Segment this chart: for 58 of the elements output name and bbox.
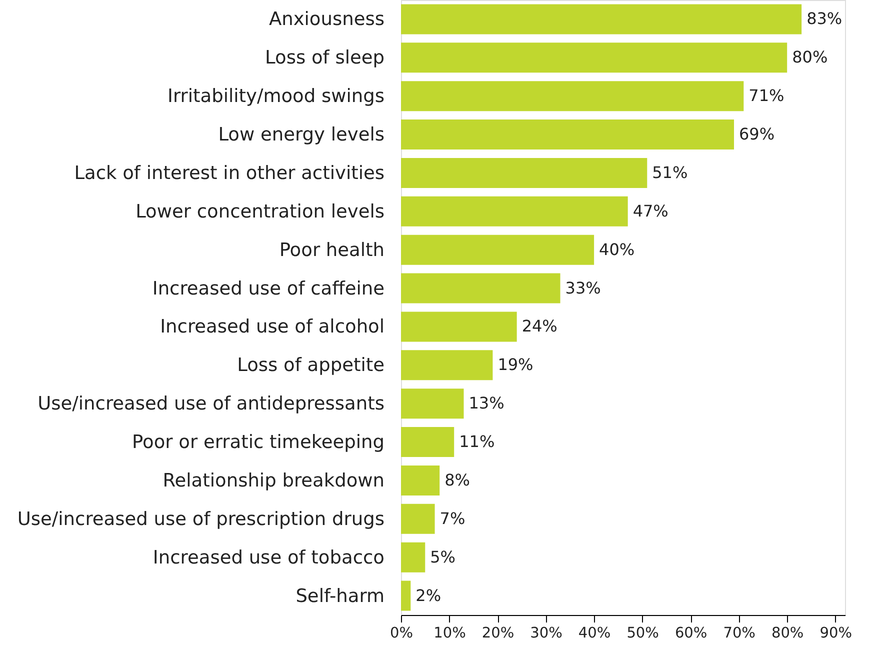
data-label: 24% xyxy=(522,316,558,336)
data-label: 19% xyxy=(498,355,534,374)
data-label: 71% xyxy=(748,86,784,106)
y-tick-label: Loss of sleep xyxy=(265,48,384,69)
data-label: 83% xyxy=(806,9,842,28)
y-tick-label: Lower concentration levels xyxy=(136,201,384,222)
y-tick-label: Loss of appetite xyxy=(237,355,384,376)
x-tick-label: 50% xyxy=(626,626,659,642)
x-tick-label: 0% xyxy=(390,626,414,642)
bar xyxy=(401,504,435,534)
data-label: 7% xyxy=(440,508,466,528)
data-label: 5% xyxy=(430,547,456,566)
bar xyxy=(401,388,464,419)
bar xyxy=(401,196,628,226)
data-label: 11% xyxy=(459,432,495,452)
data-label: 40% xyxy=(599,240,635,259)
bar xyxy=(401,580,411,611)
y-tick-label: Relationship breakdown xyxy=(162,470,384,492)
y-tick-label: Poor health xyxy=(279,240,384,261)
data-label: 51% xyxy=(652,162,688,182)
x-tick-label: 80% xyxy=(771,626,804,642)
data-label: 69% xyxy=(739,124,775,144)
data-label: 13% xyxy=(468,394,504,413)
x-tick-label: 40% xyxy=(578,626,611,642)
data-label: 33% xyxy=(565,278,601,298)
y-tick-label: Lack of interest in other activities xyxy=(74,162,384,184)
x-tick-label: 90% xyxy=(820,626,852,642)
y-tick-label: Self-harm xyxy=(296,586,384,607)
y-tick-label: Use/increased use of antidepressants xyxy=(38,394,384,415)
bar xyxy=(401,273,560,304)
data-label: 2% xyxy=(416,586,442,605)
x-tick-label: 10% xyxy=(434,626,466,642)
bar xyxy=(401,542,426,572)
bar xyxy=(401,42,788,73)
y-tick-label: Increased use of caffeine xyxy=(152,278,384,300)
x-tick-label: 70% xyxy=(723,626,756,642)
y-tick-label: Low energy levels xyxy=(218,124,384,146)
bar xyxy=(401,312,517,342)
y-tick-label: Anxiousness xyxy=(268,9,384,30)
data-label: 80% xyxy=(792,48,828,67)
y-tick-label: Poor or erratic timekeeping xyxy=(132,432,384,454)
x-tick-label: 60% xyxy=(674,626,708,642)
bar xyxy=(401,427,454,458)
bar xyxy=(401,350,493,380)
bar xyxy=(401,120,734,150)
bar xyxy=(401,158,648,188)
bar xyxy=(401,234,594,265)
data-label: 47% xyxy=(632,201,668,220)
data-label: 8% xyxy=(444,470,470,490)
x-tick-label: 20% xyxy=(482,626,514,642)
bar xyxy=(401,465,440,496)
x-tick-label: 30% xyxy=(530,626,562,642)
y-tick-label: Irritability/mood swings xyxy=(168,86,384,108)
bar xyxy=(401,4,802,34)
bar xyxy=(401,81,744,112)
y-tick-label: Increased use of alcohol xyxy=(160,316,384,338)
y-tick-label: Use/increased use of prescription drugs xyxy=(17,508,384,530)
y-tick-label: Increased use of tobacco xyxy=(152,547,384,568)
